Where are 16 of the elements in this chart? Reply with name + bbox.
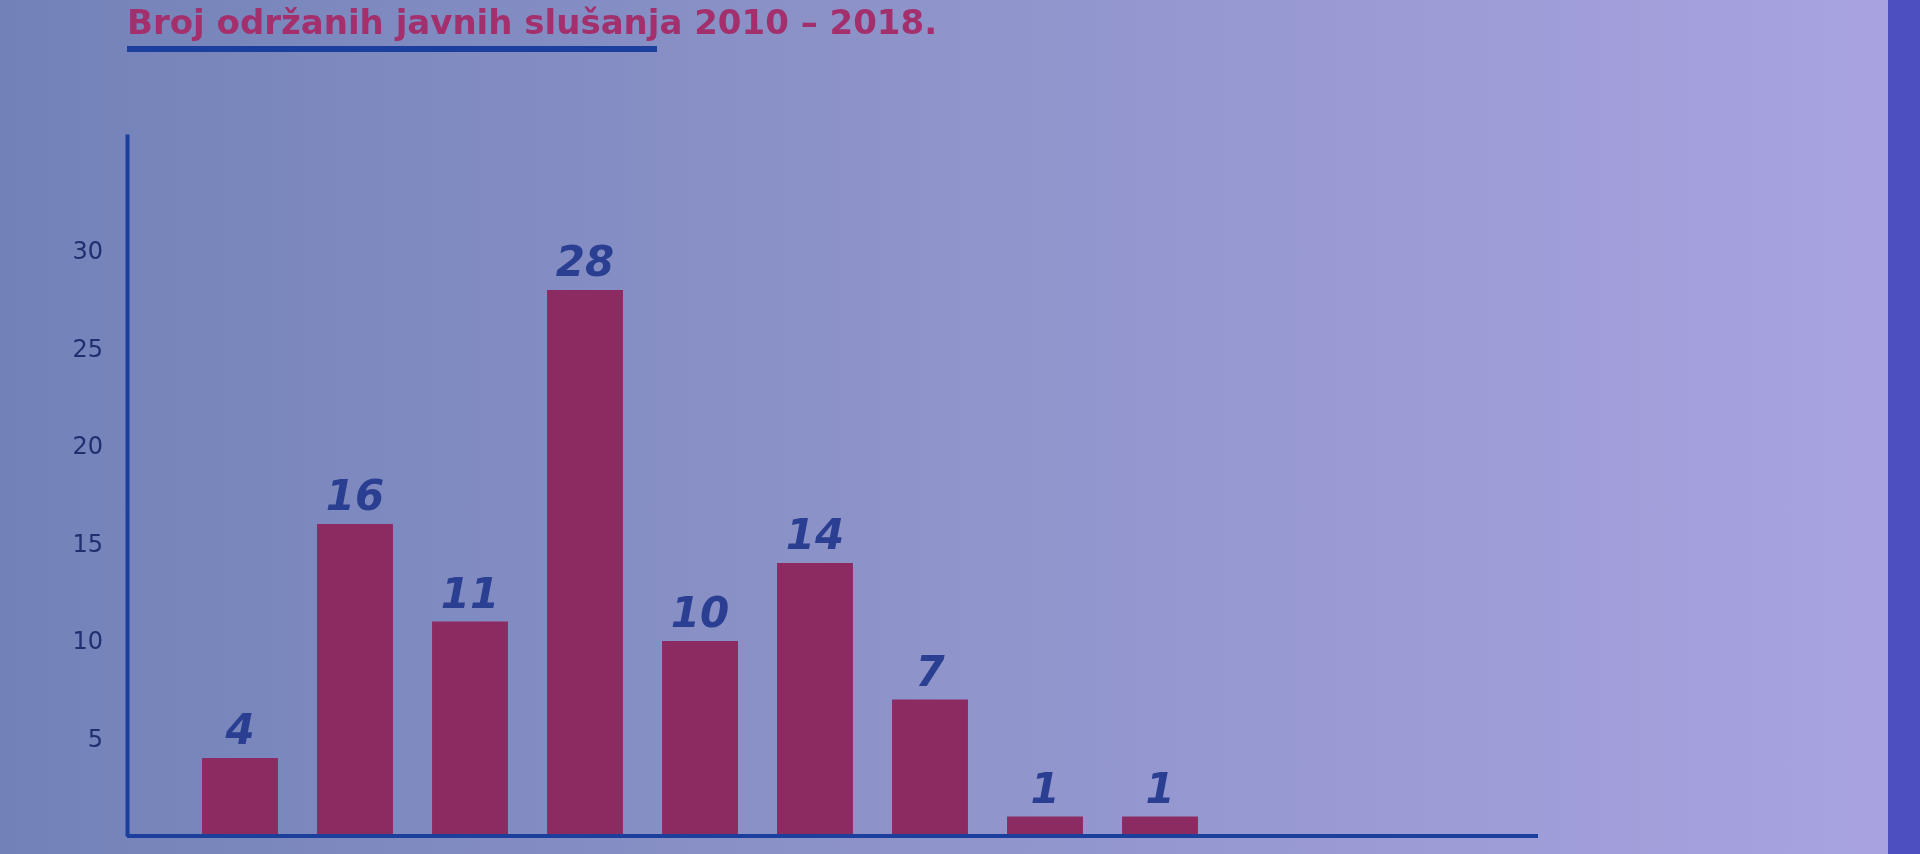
data-label: 1 [1145, 763, 1175, 813]
data-label: 1 [1030, 763, 1060, 813]
y-tick-label: 30 [72, 237, 103, 266]
y-tick-label: 15 [72, 529, 103, 558]
chart-title: Broj održanih javnih slušanja 2010 – 2018. [127, 2, 938, 42]
data-label: 14 [785, 510, 845, 559]
data-label: 11 [440, 568, 500, 618]
y-tick-label: 20 [72, 432, 103, 461]
data-label: 10 [670, 588, 730, 637]
y-tick-label: 10 [72, 627, 103, 656]
data-label: 16 [325, 471, 385, 520]
y-tick-label: 5 [87, 724, 103, 753]
data-label: 4 [224, 705, 255, 754]
y-tick-label: 25 [72, 334, 103, 363]
data-label: 7 [915, 646, 946, 696]
data-label: 28 [555, 237, 615, 286]
